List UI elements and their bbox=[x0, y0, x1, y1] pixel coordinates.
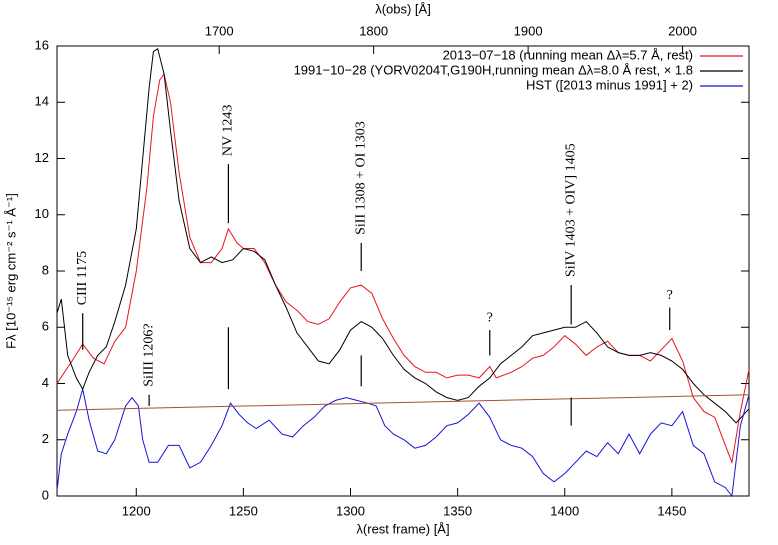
y-tick-label: 8 bbox=[42, 262, 49, 277]
x-tick-label: 1400 bbox=[550, 503, 579, 518]
annotation-label: SiIII 1206? bbox=[141, 323, 156, 386]
plot-frame bbox=[56, 45, 750, 497]
legend-label: 1991−10−28 (YORV0204T,G190H,running mean… bbox=[294, 62, 693, 77]
x2-tick-label: 1800 bbox=[359, 23, 388, 38]
x-axis-label: λ(rest frame) [Å] bbox=[356, 521, 449, 536]
y-tick-label: 2 bbox=[42, 431, 49, 446]
x2-tick-label: 1900 bbox=[514, 23, 543, 38]
series-line bbox=[56, 394, 750, 411]
y-axis-label: Fλ [10⁻¹⁵ erg cm⁻² s⁻¹ Å⁻¹] bbox=[3, 193, 18, 349]
annotation-label: ? bbox=[667, 288, 673, 303]
annotation-label: NV 1243 bbox=[221, 105, 236, 156]
annotation-label: SiII 1308 + OI 1303 bbox=[353, 121, 368, 235]
legend-label: HST ([2013 minus 1991] + 2) bbox=[526, 77, 693, 92]
y-tick-label: 4 bbox=[42, 375, 49, 390]
series-line bbox=[56, 47, 750, 424]
y-tick-label: 0 bbox=[42, 487, 49, 502]
x-tick-label: 1200 bbox=[122, 503, 151, 518]
x2-axis-label: λ(obs) [Å] bbox=[375, 1, 431, 16]
y-tick-label: 10 bbox=[35, 206, 49, 221]
x2-tick-label: 1700 bbox=[205, 23, 234, 38]
annotation-label: CIII 1175 bbox=[75, 251, 90, 305]
annotation-label: SiIV 1403 + OIV] 1405 bbox=[563, 143, 578, 277]
legend-label: 2013−07−18 (running mean Δλ=5.7 Å, rest) bbox=[443, 47, 693, 62]
y-tick-label: 16 bbox=[35, 37, 49, 52]
x-tick-label: 1450 bbox=[657, 503, 686, 518]
y-tick-label: 6 bbox=[42, 319, 49, 334]
annotation-label: ? bbox=[487, 310, 493, 325]
series-line bbox=[56, 388, 750, 498]
x2-tick-label: 2000 bbox=[668, 23, 697, 38]
x-tick-label: 1250 bbox=[229, 503, 258, 518]
x-tick-label: 1350 bbox=[443, 503, 472, 518]
y-tick-label: 14 bbox=[35, 94, 49, 109]
x-tick-label: 1300 bbox=[336, 503, 365, 518]
y-tick-label: 12 bbox=[35, 150, 49, 165]
series-line bbox=[56, 72, 750, 465]
